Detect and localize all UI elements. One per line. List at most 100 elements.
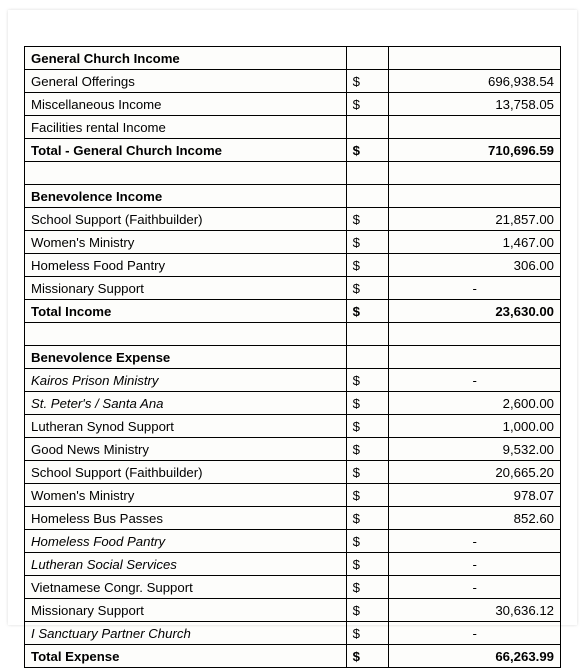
row-value: 23,630.00 — [389, 300, 561, 323]
row-currency-symbol: $ — [346, 415, 389, 438]
row-currency-symbol: $ — [346, 438, 389, 461]
row-currency-symbol: $ — [346, 553, 389, 576]
row-currency-symbol: $ — [346, 254, 389, 277]
row-label: Lutheran Social Services — [25, 553, 347, 576]
row-value — [389, 346, 561, 369]
row-currency-symbol: $ — [346, 530, 389, 553]
table-row: Homeless Food Pantry$306.00 — [25, 254, 561, 277]
table-row: Homeless Bus Passes$852.60 — [25, 507, 561, 530]
row-label: Good News Ministry — [25, 438, 347, 461]
row-currency-symbol: $ — [346, 461, 389, 484]
row-currency-symbol — [346, 185, 389, 208]
row-value: - — [389, 553, 561, 576]
row-value: 978.07 — [389, 484, 561, 507]
table-row: Benevolence Income — [25, 185, 561, 208]
table-row: Facilities rental Income — [25, 116, 561, 139]
row-label: Miscellaneous Income — [25, 93, 347, 116]
table-row: Missionary Support$- — [25, 277, 561, 300]
row-currency-symbol — [346, 323, 389, 346]
row-value: 696,938.54 — [389, 70, 561, 93]
row-value: - — [389, 622, 561, 645]
table-row — [25, 323, 561, 346]
row-label: General Church Income — [25, 47, 347, 70]
row-label — [25, 162, 347, 185]
row-currency-symbol: $ — [346, 93, 389, 116]
row-currency-symbol: $ — [346, 208, 389, 231]
row-value: 306.00 — [389, 254, 561, 277]
row-currency-symbol: $ — [346, 139, 389, 162]
table-row: Kairos Prison Ministry$- — [25, 369, 561, 392]
row-currency-symbol: $ — [346, 484, 389, 507]
row-value: - — [389, 369, 561, 392]
table-row: Homeless Food Pantry$- — [25, 530, 561, 553]
row-value: - — [389, 530, 561, 553]
row-value — [389, 323, 561, 346]
table-row: General Church Income — [25, 47, 561, 70]
row-label: I Sanctuary Partner Church — [25, 622, 347, 645]
row-label: Women's Ministry — [25, 231, 347, 254]
row-currency-symbol: $ — [346, 231, 389, 254]
row-label: General Offerings — [25, 70, 347, 93]
row-currency-symbol — [346, 346, 389, 369]
row-label: School Support (Faithbuilder) — [25, 208, 347, 231]
table-row: Good News Ministry$9,532.00 — [25, 438, 561, 461]
row-label: Benevolence Expense — [25, 346, 347, 369]
row-currency-symbol: $ — [346, 645, 389, 668]
table-row: Women's Ministry$1,467.00 — [25, 231, 561, 254]
row-value: - — [389, 576, 561, 599]
row-value: 2,600.00 — [389, 392, 561, 415]
table-row: School Support (Faithbuilder)$20,665.20 — [25, 461, 561, 484]
row-label: Homeless Food Pantry — [25, 254, 347, 277]
row-value: 21,857.00 — [389, 208, 561, 231]
row-currency-symbol: $ — [346, 70, 389, 93]
row-currency-symbol: $ — [346, 300, 389, 323]
row-currency-symbol — [346, 47, 389, 70]
row-label: Total Expense — [25, 645, 347, 668]
row-currency-symbol: $ — [346, 277, 389, 300]
row-currency-symbol: $ — [346, 392, 389, 415]
table-row: Miscellaneous Income$13,758.05 — [25, 93, 561, 116]
row-value: 30,636.12 — [389, 599, 561, 622]
table-row: Lutheran Synod Support$1,000.00 — [25, 415, 561, 438]
row-currency-symbol: $ — [346, 576, 389, 599]
row-value: 13,758.05 — [389, 93, 561, 116]
row-currency-symbol — [346, 116, 389, 139]
row-currency-symbol: $ — [346, 507, 389, 530]
row-value: 66,263.99 — [389, 645, 561, 668]
row-label: Total - General Church Income — [25, 139, 347, 162]
row-currency-symbol: $ — [346, 622, 389, 645]
financial-table: General Church IncomeGeneral Offerings$6… — [24, 46, 561, 668]
table-row: Lutheran Social Services$- — [25, 553, 561, 576]
row-currency-symbol: $ — [346, 369, 389, 392]
table-row: St. Peter's / Santa Ana$2,600.00 — [25, 392, 561, 415]
table-row: Vietnamese Congr. Support$- — [25, 576, 561, 599]
row-currency-symbol — [346, 162, 389, 185]
table-row — [25, 162, 561, 185]
row-value: 20,665.20 — [389, 461, 561, 484]
row-value — [389, 116, 561, 139]
row-label: Missionary Support — [25, 599, 347, 622]
row-value: 852.60 — [389, 507, 561, 530]
row-label: Lutheran Synod Support — [25, 415, 347, 438]
document-page: General Church IncomeGeneral Offerings$6… — [0, 0, 585, 635]
table-row: Women's Ministry$978.07 — [25, 484, 561, 507]
row-value: 1,467.00 — [389, 231, 561, 254]
row-label: Homeless Bus Passes — [25, 507, 347, 530]
row-value: 9,532.00 — [389, 438, 561, 461]
row-value — [389, 162, 561, 185]
table-row: Benevolence Expense — [25, 346, 561, 369]
table-row: Total Expense$66,263.99 — [25, 645, 561, 668]
row-label: Facilities rental Income — [25, 116, 347, 139]
row-label: Missionary Support — [25, 277, 347, 300]
row-value: 710,696.59 — [389, 139, 561, 162]
table-row: Total Income$23,630.00 — [25, 300, 561, 323]
financial-table-body: General Church IncomeGeneral Offerings$6… — [25, 47, 561, 668]
row-value — [389, 47, 561, 70]
row-value: 1,000.00 — [389, 415, 561, 438]
row-label: Kairos Prison Ministry — [25, 369, 347, 392]
row-label: Total Income — [25, 300, 347, 323]
table-row: Missionary Support$30,636.12 — [25, 599, 561, 622]
row-label: St. Peter's / Santa Ana — [25, 392, 347, 415]
row-currency-symbol: $ — [346, 599, 389, 622]
row-value: - — [389, 277, 561, 300]
